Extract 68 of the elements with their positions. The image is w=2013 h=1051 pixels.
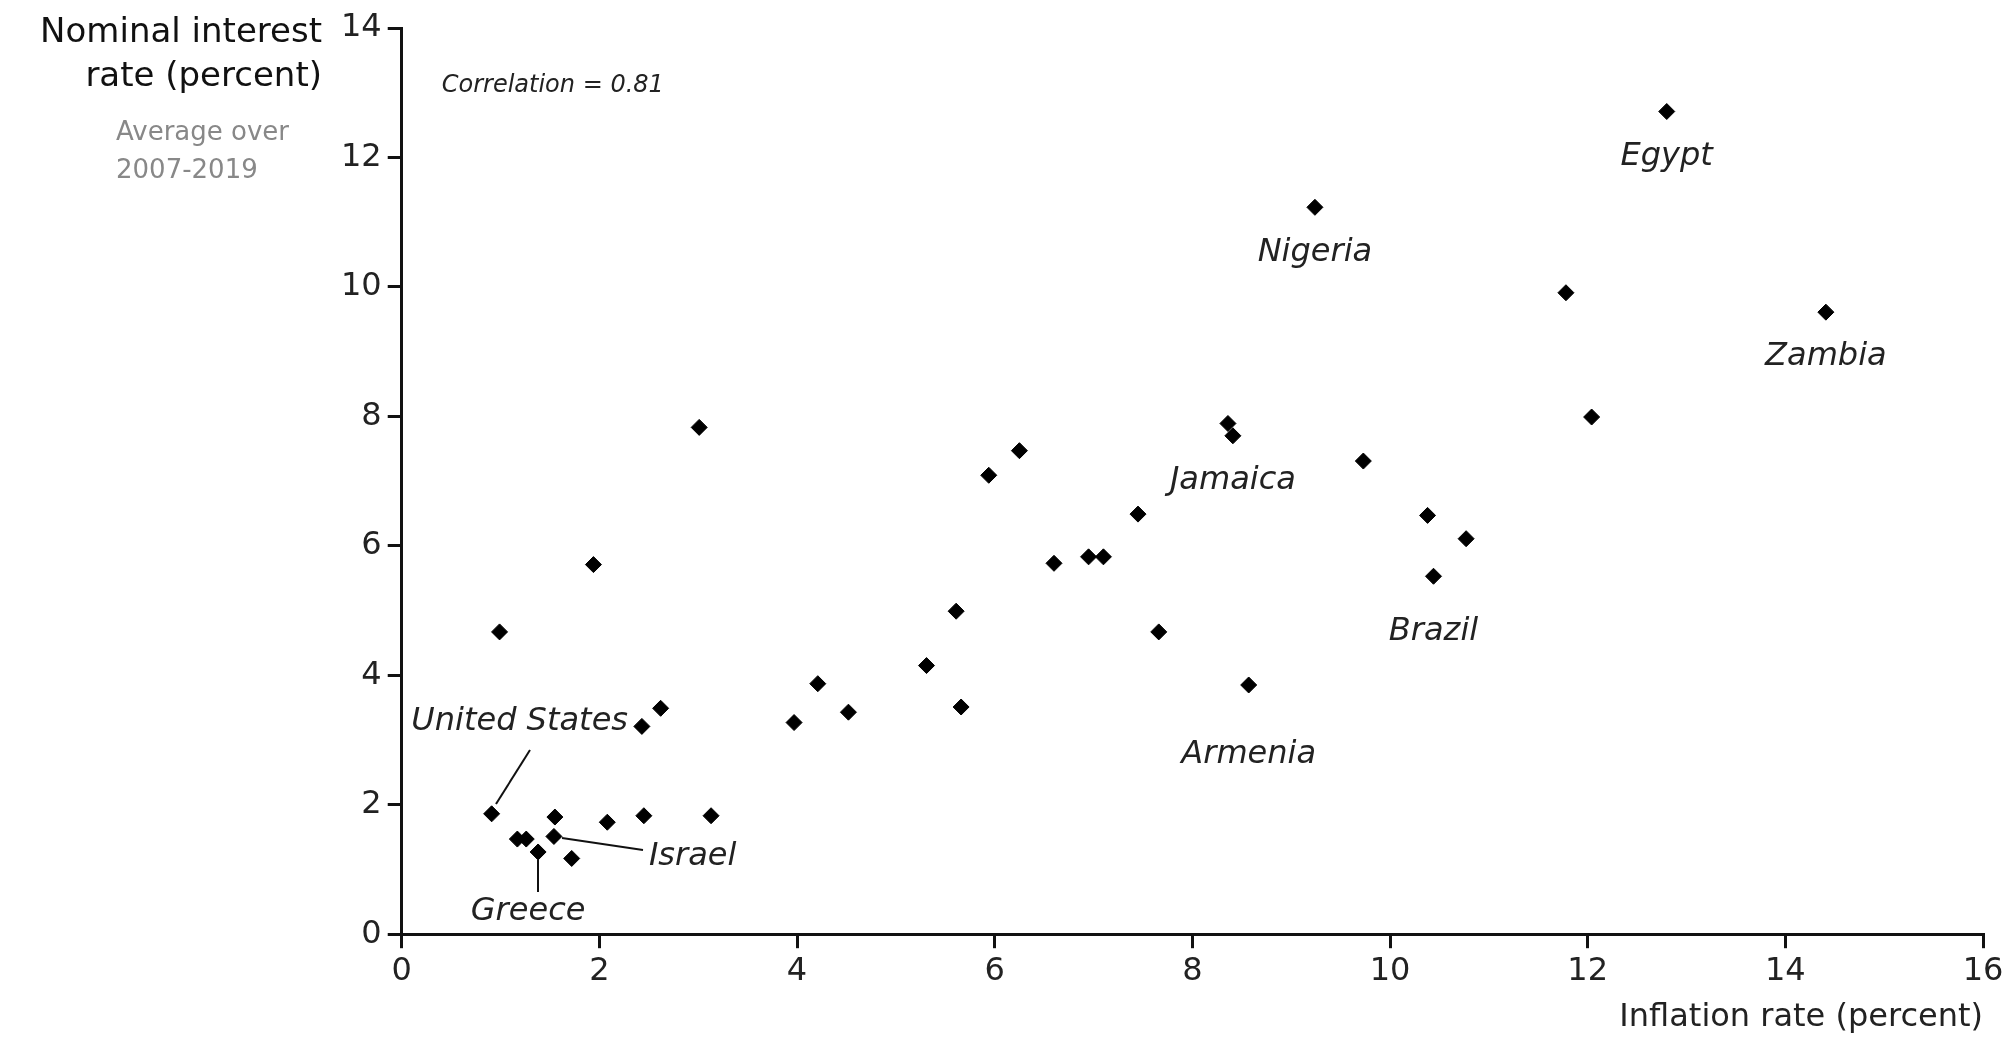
x-tick-label: 14: [1764, 949, 1806, 988]
point: [584, 556, 602, 574]
point: [529, 843, 547, 861]
x-tick-label: 0: [391, 949, 412, 988]
annotation: Correlation = 0.81: [441, 70, 664, 99]
x-tick-label: 8: [1182, 949, 1203, 988]
point: [1419, 506, 1437, 524]
x-tick-label: 16: [1962, 949, 2004, 988]
point: [635, 807, 653, 825]
point: [483, 805, 501, 823]
point: [1094, 548, 1112, 566]
point: [1557, 284, 1575, 302]
point: [702, 807, 720, 825]
x-tick-label: 12: [1567, 949, 1609, 988]
point: [690, 418, 708, 436]
point: [1045, 554, 1063, 572]
point: [839, 703, 857, 721]
point: [952, 698, 970, 716]
point: [491, 623, 509, 641]
point: [1219, 414, 1237, 432]
point: [598, 813, 616, 831]
annotation: Jamaica: [1163, 459, 1296, 498]
annotation: Egypt: [1620, 134, 1715, 173]
point: [1354, 452, 1372, 470]
point: [1129, 505, 1147, 523]
y-tick-label: 14: [341, 6, 382, 45]
point: [546, 808, 564, 826]
x-axis-title: Inflation rate (percent): [1619, 996, 1983, 1035]
x-tick-label: 6: [984, 949, 1005, 988]
y-tick-label: 10: [341, 265, 382, 304]
point: [545, 827, 563, 845]
point: [1306, 198, 1324, 216]
point: [918, 657, 936, 675]
y-tick-label: 6: [361, 524, 382, 563]
point: [809, 675, 827, 693]
y-tick-label: 8: [361, 394, 382, 433]
point: [633, 717, 651, 735]
text: Average over 2007-2019: [116, 115, 290, 186]
y-tick-label: 4: [361, 653, 382, 692]
y-axis-title: Nominal interest rate (percent): [39, 9, 322, 96]
point: [1240, 676, 1258, 694]
point: [1583, 408, 1601, 426]
x-tick-label: 4: [786, 949, 808, 988]
x-tick-label: 2: [589, 949, 610, 988]
annotation: Zambia: [1764, 335, 1887, 374]
point: [980, 466, 998, 484]
annotation: Armenia: [1179, 733, 1317, 772]
point: [563, 849, 581, 867]
annotation: Nigeria: [1257, 230, 1373, 269]
point: [1817, 303, 1835, 321]
x-tick-label: 10: [1369, 949, 1411, 988]
point: [1425, 567, 1443, 585]
annotation: Greece: [470, 890, 586, 929]
point: [1658, 103, 1676, 120]
annotation: Israel: [648, 834, 737, 873]
point: [785, 714, 803, 732]
annotation: Brazil: [1388, 609, 1479, 648]
point: [1224, 427, 1242, 445]
point: [1150, 623, 1168, 641]
y-tick-label: 2: [361, 783, 382, 822]
point: [1457, 530, 1475, 548]
point: [652, 699, 670, 717]
point: [1010, 442, 1028, 460]
y-tick-label: 12: [341, 135, 382, 174]
y-tick-label: 0: [361, 912, 382, 951]
point: [1080, 548, 1098, 566]
annotation: United States: [411, 700, 628, 739]
point: [947, 602, 965, 620]
